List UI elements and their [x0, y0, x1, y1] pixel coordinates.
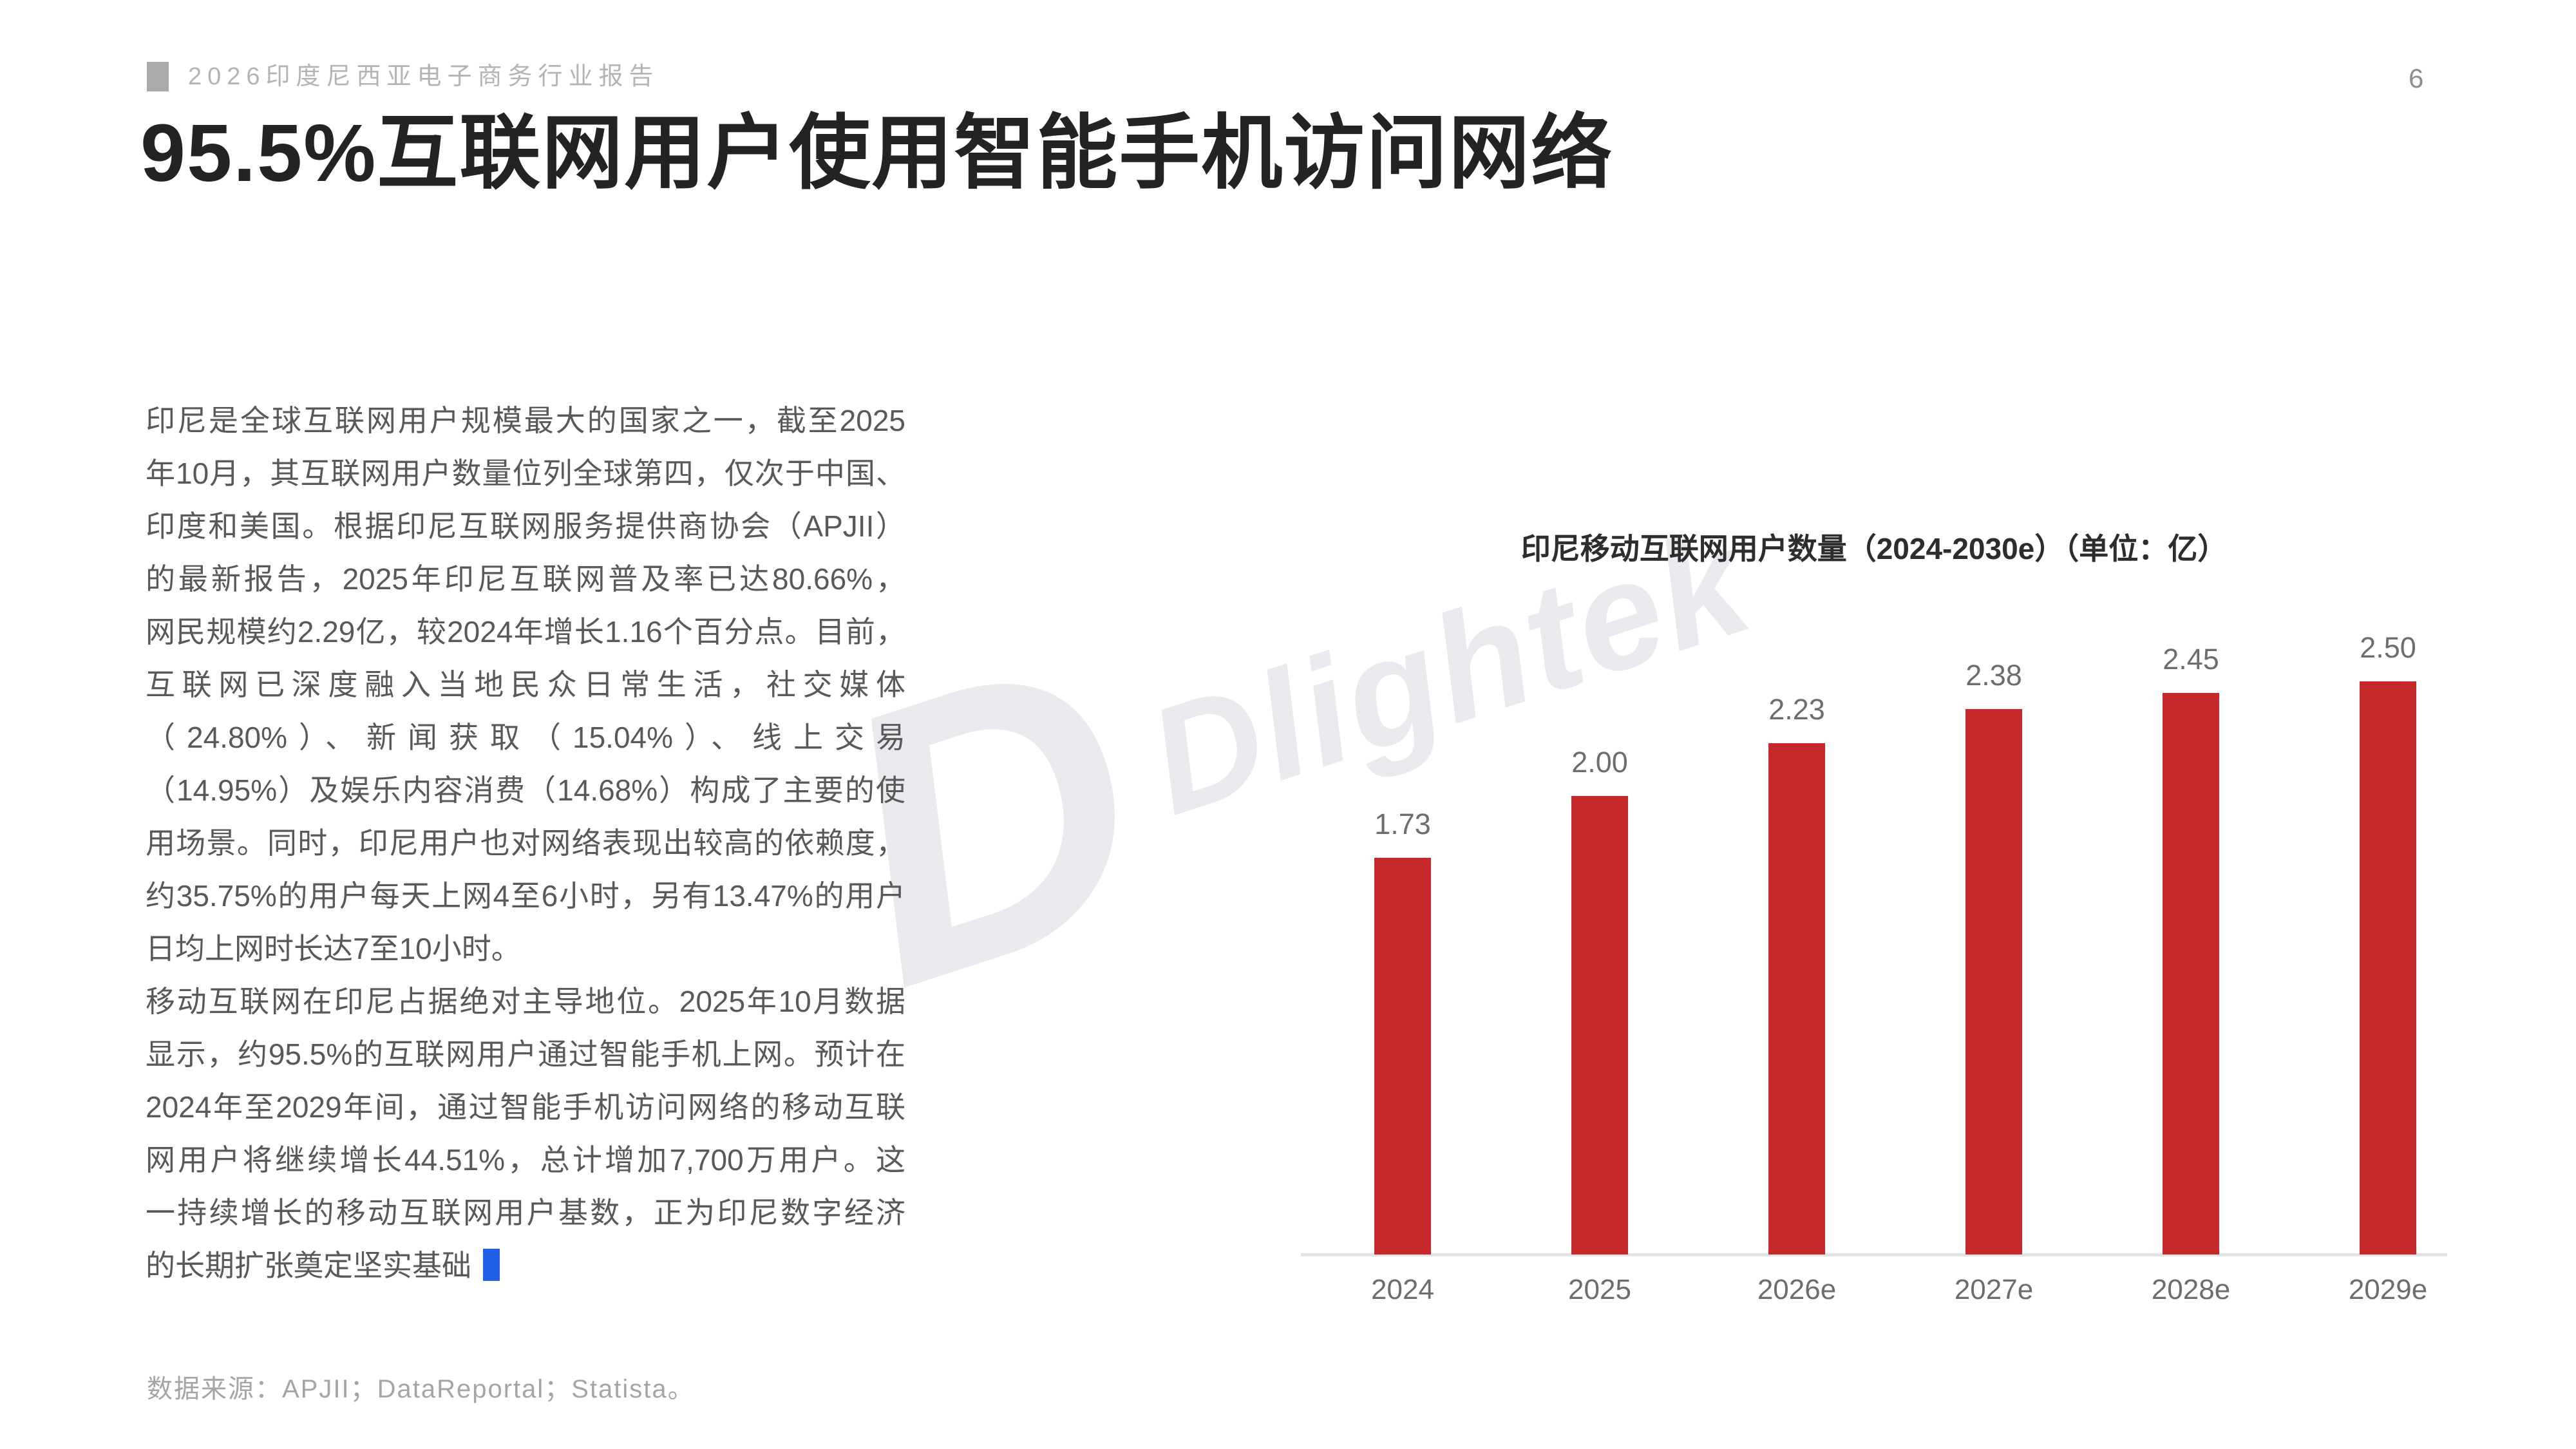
header-bullet-icon [147, 62, 169, 91]
paragraph-line: 网用户将继续增长44.51%，总计增加7,700万用户。这 [146, 1143, 905, 1177]
body-paragraph: 印尼是全球互联网用户规模最大的国家之一，截至2025 年10月，其互联网用户数量位… [146, 394, 905, 1292]
x-tick-label: 2027e [1954, 1274, 2034, 1305]
bar-value-label: 2.00 [1571, 746, 1628, 779]
x-tick-label: 2026e [1757, 1274, 1837, 1305]
bar-2025 [1571, 796, 1628, 1255]
paragraph-line: 用场景。同时，印尼用户也对网络表现出较高的依赖度， [146, 826, 905, 860]
bar-value-label: 1.73 [1374, 808, 1431, 840]
paragraph-line: 2024年至2029年间，通过智能手机访问网络的移动互联 [146, 1090, 905, 1124]
bar-2024 [1374, 858, 1431, 1255]
paragraph-line: （14.95%）及娱乐内容消费（14.68%）构成了主要的使 [146, 773, 905, 807]
paragraph-line: 的长期扩张奠定坚实基础 [146, 1239, 905, 1292]
header-report-tag: 2026印度尼西亚电子商务行业报告 [188, 63, 659, 90]
paragraph-line: 一持续增长的移动互联网用户基数，正为印尼数字经济 [146, 1196, 905, 1229]
paragraph-line: （24.80%）、新闻获取（15.04%）、线上交易 [146, 721, 905, 754]
chart-title: 印尼移动互联网用户数量（2024-2030e）（单位：亿） [1520, 532, 2228, 565]
paragraph-line: 互联网已深度融入当地民众日常生活，社交媒体 [146, 668, 905, 701]
bar-2027e [1965, 709, 2022, 1255]
x-tick-label: 2024 [1371, 1274, 1434, 1305]
bar-value-label: 2.38 [1965, 659, 2022, 692]
paragraph-line: 约35.75%的用户每天上网4至6小时，另有13.47%的用户 [146, 879, 905, 913]
bar-2029e [2360, 681, 2416, 1255]
page-title: 95.5%互联网用户使用智能手机访问网络 [140, 108, 1614, 198]
bar-chart: 1.73 2024 2.00 2025 2.23 2026e 2.38 2027e 2.45 20… [1301, 631, 2447, 1305]
bar-2026e [1768, 743, 1825, 1255]
paragraph-line: 显示，约95.5%的互联网用户通过智能手机上网。预计在 [146, 1037, 905, 1071]
bar-value-label: 2.45 [2163, 643, 2219, 676]
paragraph-line: 移动互联网在印尼占据绝对主导地位。2025年10月数据 [146, 985, 905, 1018]
x-tick-label: 2029e [2348, 1274, 2428, 1305]
x-tick-label: 2025 [1568, 1274, 1631, 1305]
bar-value-label: 2.50 [2360, 631, 2416, 664]
x-tick-label: 2028e [2151, 1274, 2231, 1305]
paragraph-line: 印度和美国。根据印尼互联网服务提供商协会（APJII） [146, 509, 905, 543]
paragraph-line: 年10月，其互联网用户数量位列全球第四，仅次于中国、 [146, 457, 905, 490]
bar-2028e [2163, 693, 2219, 1255]
footer-source: 数据来源：APJII；DataReportal；Statista。 [147, 1375, 695, 1403]
paragraph-line: 印尼是全球互联网用户规模最大的国家之一，截至2025 [146, 404, 905, 437]
paragraph-line: 网民规模约2.29亿，较2024年增长1.16个百分点。目前， [146, 615, 905, 649]
bar-value-label: 2.23 [1768, 693, 1825, 726]
page-number: 6 [2409, 63, 2424, 93]
header: 2026印度尼西亚电子商务行业报告 [147, 62, 659, 91]
x-axis-line [1301, 1253, 2447, 1256]
paragraph-end-marker [483, 1249, 500, 1281]
paragraph-line: 的最新报告，2025年印尼互联网普及率已达80.66%， [146, 562, 905, 596]
paragraph-line: 日均上网时长达7至10小时。 [146, 932, 521, 965]
